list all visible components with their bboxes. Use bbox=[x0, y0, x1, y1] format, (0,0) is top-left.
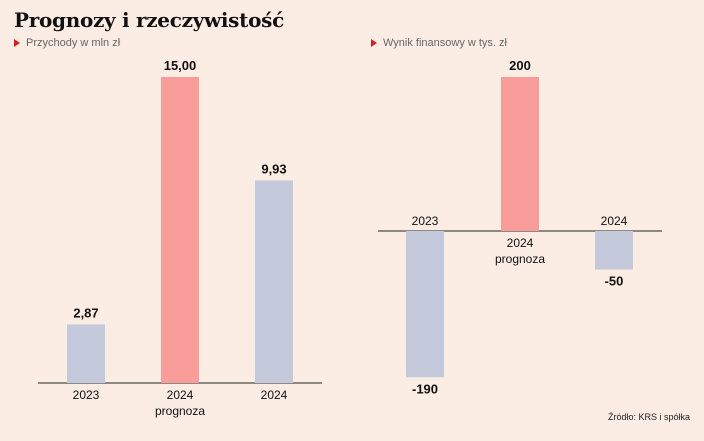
revenue-value-label: 15,00 bbox=[164, 58, 197, 73]
result-subtitle-text: Wynik finansowy w tys. zł bbox=[383, 37, 507, 49]
source-note: Źródło: KRS i spółka bbox=[607, 412, 690, 422]
result-value-label: 200 bbox=[509, 58, 531, 73]
result-bar bbox=[501, 77, 539, 231]
revenue-category-label: 2023 bbox=[73, 388, 100, 402]
revenue-category-label: 2024 bbox=[167, 388, 194, 402]
revenue-subtitle-text: Przychody w mln zł bbox=[26, 37, 121, 49]
result-bar bbox=[595, 231, 633, 270]
revenue-category-label: prognoza bbox=[155, 404, 205, 418]
revenue-bar bbox=[161, 77, 199, 383]
revenue-value-label: 2,87 bbox=[73, 305, 98, 320]
result-category-label: 2024 bbox=[507, 236, 534, 250]
revenue-value-label: 9,93 bbox=[261, 161, 286, 176]
result-bar bbox=[406, 231, 444, 378]
red-triangle-icon bbox=[371, 39, 377, 47]
result-category-label: 2023 bbox=[412, 214, 439, 228]
red-triangle-icon bbox=[14, 39, 20, 47]
result-value-label: -190 bbox=[412, 381, 438, 396]
revenue-bar bbox=[255, 180, 293, 383]
result-value-label: -50 bbox=[605, 274, 624, 289]
result-category-label: 2024 bbox=[601, 214, 628, 228]
revenue-bar bbox=[67, 324, 105, 383]
revenue-subtitle: Przychody w mln zł bbox=[14, 37, 120, 49]
result-category-label: prognoza bbox=[495, 252, 545, 266]
revenue-category-label: 2024 bbox=[261, 388, 288, 402]
result-subtitle: Wynik finansowy w tys. zł bbox=[371, 37, 507, 49]
chart-title: Prognozy i rzeczywistość bbox=[14, 8, 284, 32]
